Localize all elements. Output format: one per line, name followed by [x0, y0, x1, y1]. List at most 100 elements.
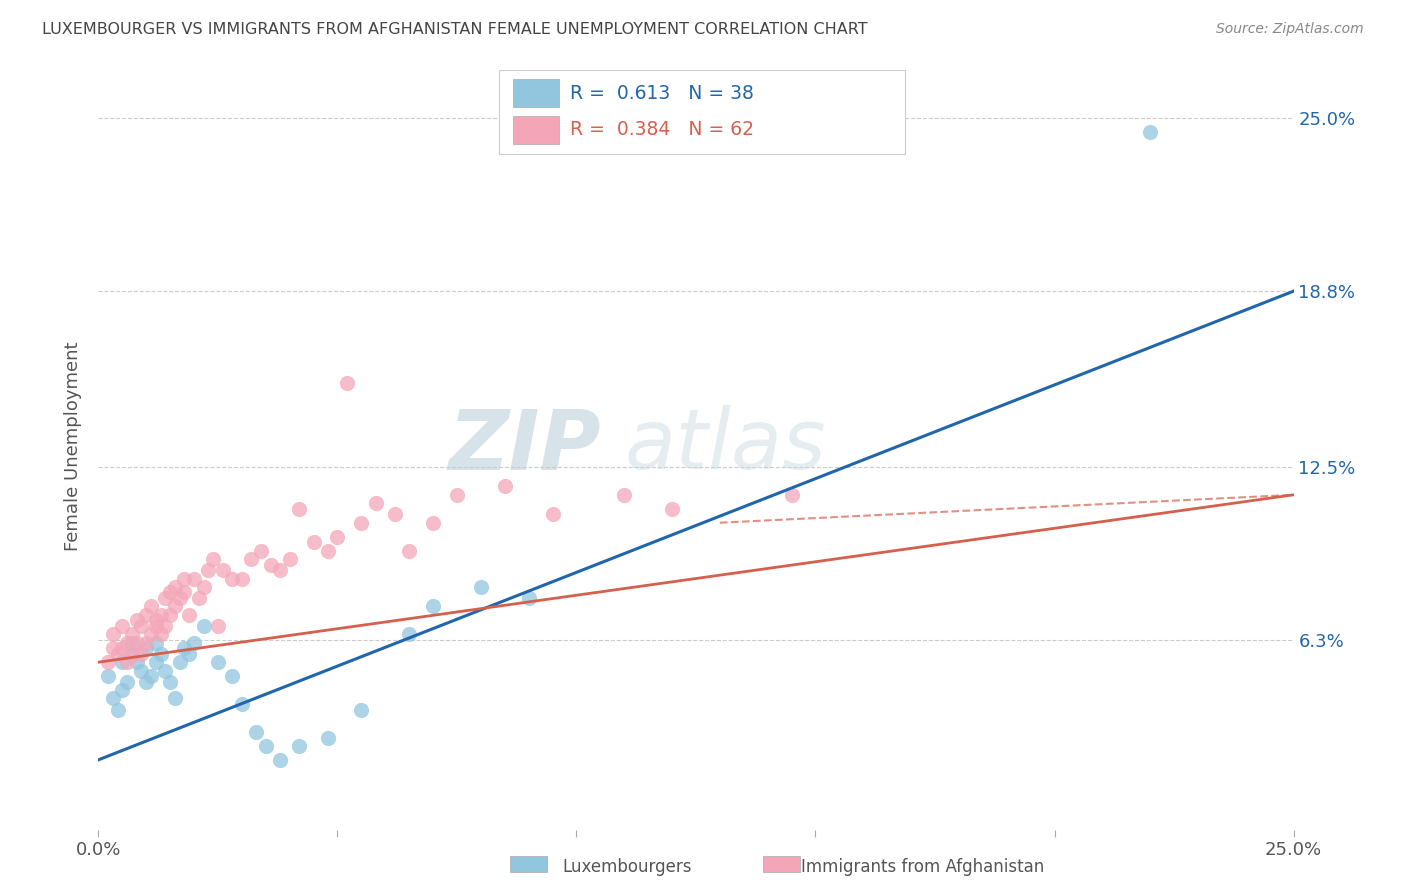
Point	[259, 558, 281, 572]
Point	[193, 619, 215, 633]
Point	[131, 647, 153, 661]
Point	[517, 591, 540, 605]
Point	[111, 683, 134, 698]
Point	[121, 627, 143, 641]
Point	[336, 376, 359, 391]
Point	[278, 552, 301, 566]
Point	[613, 488, 636, 502]
Point	[288, 739, 311, 753]
Point	[364, 496, 387, 510]
Point	[350, 516, 373, 530]
Text: LUXEMBOURGER VS IMMIGRANTS FROM AFGHANISTAN FEMALE UNEMPLOYMENT CORRELATION CHAR: LUXEMBOURGER VS IMMIGRANTS FROM AFGHANIS…	[42, 22, 868, 37]
Point	[163, 599, 186, 614]
Point	[155, 664, 177, 678]
Point	[207, 619, 229, 633]
Point	[139, 627, 162, 641]
Point	[173, 585, 195, 599]
FancyBboxPatch shape	[513, 116, 558, 144]
Point	[398, 543, 420, 558]
Point	[254, 739, 277, 753]
Point	[173, 641, 195, 656]
Point	[269, 753, 291, 767]
Point	[145, 635, 167, 649]
Point	[155, 591, 177, 605]
Point	[288, 501, 311, 516]
Point	[145, 655, 167, 669]
Text: R =  0.613   N = 38: R = 0.613 N = 38	[571, 84, 755, 103]
Point	[302, 535, 325, 549]
Point	[149, 607, 172, 622]
Point	[135, 674, 157, 689]
Point	[115, 635, 138, 649]
FancyBboxPatch shape	[763, 856, 800, 872]
Point	[121, 635, 143, 649]
Point	[111, 655, 134, 669]
Point	[221, 669, 243, 683]
Point	[131, 664, 153, 678]
Point	[115, 655, 138, 669]
Point	[159, 585, 181, 599]
Point	[135, 607, 157, 622]
Point	[101, 641, 124, 656]
Point	[1139, 125, 1161, 139]
Point	[101, 627, 124, 641]
Point	[179, 647, 201, 661]
Point	[197, 563, 219, 577]
Point	[183, 572, 205, 586]
Point	[661, 501, 683, 516]
Point	[221, 572, 243, 586]
Point	[97, 669, 120, 683]
Point	[398, 627, 420, 641]
Point	[139, 669, 162, 683]
Point	[245, 725, 267, 739]
Point	[135, 641, 157, 656]
Point	[159, 674, 181, 689]
Point	[422, 599, 444, 614]
Point	[422, 516, 444, 530]
Point	[125, 635, 148, 649]
FancyBboxPatch shape	[510, 856, 547, 872]
Point	[155, 619, 177, 633]
Point	[316, 543, 339, 558]
Point	[316, 731, 339, 745]
Point	[470, 580, 492, 594]
Point	[187, 591, 209, 605]
Y-axis label: Female Unemployment: Female Unemployment	[63, 342, 82, 550]
Text: Immigrants from Afghanistan: Immigrants from Afghanistan	[801, 858, 1045, 876]
Point	[446, 488, 468, 502]
Point	[350, 703, 373, 717]
Point	[135, 635, 157, 649]
FancyBboxPatch shape	[513, 79, 558, 107]
Point	[183, 635, 205, 649]
Point	[780, 488, 803, 502]
Point	[125, 655, 148, 669]
Point	[384, 508, 406, 522]
Point	[131, 619, 153, 633]
Point	[211, 563, 233, 577]
Point	[231, 572, 253, 586]
Text: Luxembourgers: Luxembourgers	[562, 858, 692, 876]
Point	[179, 607, 201, 622]
Point	[101, 691, 124, 706]
Point	[125, 613, 148, 627]
Text: ZIP: ZIP	[447, 406, 600, 486]
Point	[163, 580, 186, 594]
Point	[169, 591, 191, 605]
Point	[111, 619, 134, 633]
Point	[169, 655, 191, 669]
Point	[145, 613, 167, 627]
Point	[149, 627, 172, 641]
Text: Source: ZipAtlas.com: Source: ZipAtlas.com	[1216, 22, 1364, 37]
Point	[121, 647, 143, 661]
Point	[107, 647, 129, 661]
Point	[207, 655, 229, 669]
Text: R =  0.384   N = 62: R = 0.384 N = 62	[571, 120, 755, 139]
Point	[115, 674, 138, 689]
Point	[159, 607, 181, 622]
Point	[231, 697, 253, 711]
Point	[240, 552, 263, 566]
Point	[145, 619, 167, 633]
Point	[250, 543, 273, 558]
Point	[121, 647, 143, 661]
Point	[202, 552, 225, 566]
